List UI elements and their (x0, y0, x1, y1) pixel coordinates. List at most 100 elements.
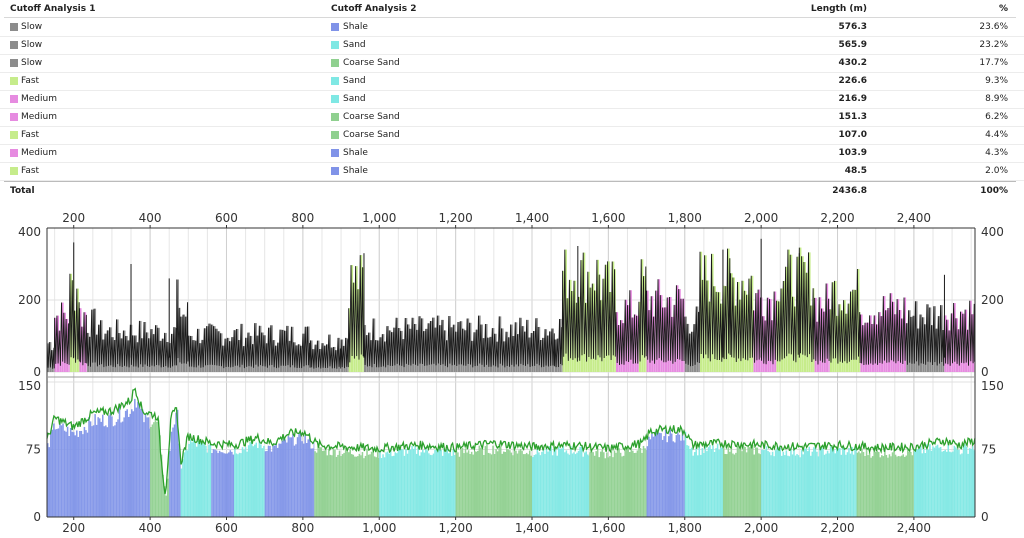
fill-sand (567, 453, 569, 517)
fill-sand (532, 457, 534, 517)
fill-coarse-sand (738, 446, 740, 517)
fill-sand (921, 453, 924, 517)
fill-shale (54, 429, 57, 517)
fill-shale (672, 441, 675, 517)
header-divider (4, 17, 1016, 18)
fill-coarse-sand (741, 451, 743, 517)
fill-shale (648, 436, 650, 517)
fill-coarse-sand (722, 444, 725, 517)
fill-coarse-sand (346, 451, 348, 517)
fill-shale (654, 431, 656, 517)
fill-shale (279, 443, 282, 517)
fill-coarse-sand (884, 449, 886, 517)
x-tick-label-top: 1,200 (438, 211, 472, 225)
table-row[interactable]: Fast Sand 226.6 9.3% (0, 72, 1024, 91)
fill-sand (403, 455, 406, 517)
fill-coarse-sand (369, 454, 371, 517)
fill-coarse-sand (522, 454, 525, 517)
fill-sand (788, 456, 791, 517)
fill-sand (959, 454, 962, 517)
cell-percent: 9.3% (985, 76, 1008, 86)
fill-sand (767, 451, 769, 517)
table-row[interactable]: Slow Coarse Sand 430.2 17.7% (0, 54, 1024, 73)
fill-shale (677, 432, 679, 517)
table-row[interactable]: Medium Sand 216.9 8.9% (0, 90, 1024, 109)
fill-shale (232, 454, 235, 517)
fill-coarse-sand (498, 444, 500, 517)
fill-coarse-sand (496, 451, 499, 517)
table-row[interactable]: Slow Sand 565.9 23.2% (0, 36, 1024, 55)
fill-shale (312, 448, 314, 517)
table-row[interactable]: Slow Shale 576.3 23.6% (0, 18, 1024, 37)
fill-sand (692, 455, 694, 517)
fill-shale (310, 448, 313, 517)
fill-sand (263, 445, 265, 517)
fill-coarse-sand (603, 452, 605, 517)
fill-sand (252, 446, 254, 517)
cell-cutoff-1: Slow (21, 40, 43, 50)
fill-coarse-sand (598, 457, 600, 517)
fill-sand (432, 453, 435, 517)
fill-shale (134, 398, 136, 517)
fill-sand (379, 450, 381, 517)
fill-sand (235, 453, 238, 517)
fill-shale (658, 432, 661, 517)
header-length[interactable]: Length (m) (810, 4, 867, 14)
table-row[interactable]: Medium Coarse Sand 151.3 6.2% (0, 108, 1024, 127)
fill-shale (278, 443, 280, 517)
fill-shale (57, 428, 60, 517)
fill-coarse-sand (525, 452, 528, 517)
fill-coarse-sand (736, 446, 739, 517)
fill-shale (79, 430, 81, 517)
fill-shale (305, 442, 308, 517)
fill-shale (229, 450, 232, 517)
fill-shale (178, 443, 180, 517)
fill-sand (849, 453, 852, 517)
fill-shale (88, 417, 90, 517)
fill-coarse-sand (625, 447, 628, 517)
fill-sand (392, 455, 395, 517)
fill-coarse-sand (340, 456, 342, 517)
fill-sand (848, 447, 850, 517)
fill-sand (796, 454, 798, 517)
fill-coarse-sand (618, 448, 620, 517)
fill-coarse-sand (905, 455, 908, 517)
header-percent[interactable]: % (998, 4, 1008, 14)
fill-sand (197, 441, 199, 517)
fill-sand (576, 452, 578, 517)
swatch-cutoff-1 (10, 167, 18, 175)
fill-sand (409, 449, 412, 517)
fill-sand (773, 456, 775, 517)
curve-top (46, 247, 976, 369)
cell-length: 226.6 (838, 76, 867, 86)
table-row[interactable]: Fast Shale 48.5 2.0% (0, 162, 1024, 181)
fill-shale (655, 432, 658, 517)
fill-sand (243, 449, 245, 517)
fill-sand (535, 454, 537, 517)
fill-coarse-sand (638, 445, 640, 517)
table-row[interactable]: Fast Coarse Sand 107.0 4.4% (0, 126, 1024, 145)
header-cutoff-analysis-1[interactable]: Cutoff Analysis 1 (10, 4, 96, 14)
fill-shale (649, 439, 652, 517)
table-row[interactable]: Medium Shale 103.9 4.3% (0, 144, 1024, 163)
fill-coarse-sand (856, 452, 859, 517)
fill-shale (131, 409, 133, 517)
fill-sand (703, 453, 705, 517)
fill-shale (47, 443, 49, 517)
header-cutoff-analysis-2[interactable]: Cutoff Analysis 2 (331, 4, 417, 14)
fill-coarse-sand (907, 448, 909, 517)
log-chart[interactable]: 200 200 400 400 600 600 800 800 1,000 1,000 1,200 1… (0, 204, 1024, 534)
fill-sand (544, 453, 546, 517)
fill-shale (211, 453, 213, 517)
fill-coarse-sand (328, 448, 330, 517)
fill-sand (435, 449, 438, 517)
fill-shale (126, 409, 128, 517)
fill-sand (920, 445, 922, 517)
cell-cutoff-2: Sand (343, 76, 366, 86)
fill-shale (149, 428, 151, 517)
fill-coarse-sand (513, 447, 516, 517)
fill-sand (561, 448, 563, 517)
fill-coarse-sand (627, 447, 630, 517)
fill-coarse-sand (882, 456, 885, 517)
fill-sand (835, 447, 838, 517)
